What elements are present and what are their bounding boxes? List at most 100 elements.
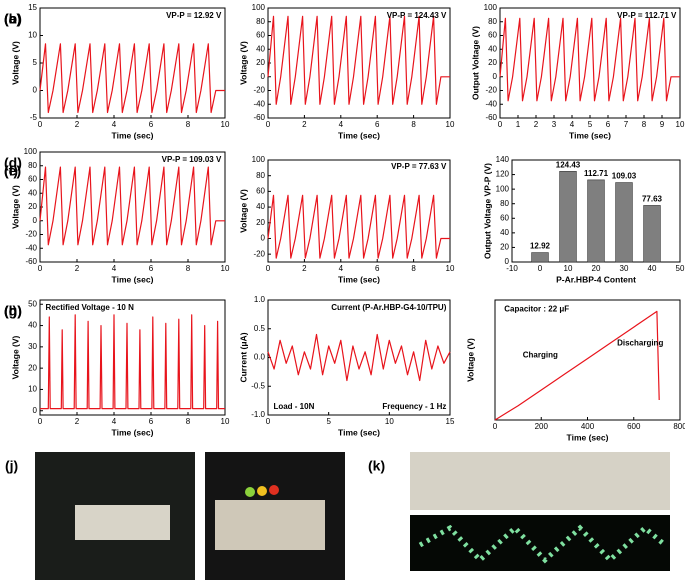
- data-line: [267, 333, 451, 382]
- data-line: [39, 43, 225, 114]
- y-tick-label: 40: [500, 228, 509, 237]
- x-tick-label: 1: [516, 120, 521, 129]
- x-tick-label: 10: [221, 264, 230, 273]
- y-tick-label: 80: [488, 17, 497, 26]
- y-tick-label: -60: [485, 113, 497, 122]
- x-tick-label: 0: [38, 120, 43, 129]
- y-axis-label: Output Voltage VP-P (V): [482, 163, 492, 259]
- panel: (g) 0 2 4 6 8 10 0 10 20 30 40 50 Time (sec) Voltage (…: [4, 299, 230, 437]
- x-tick-label: 40: [648, 264, 657, 273]
- x-tick-label: 10: [676, 120, 685, 129]
- y-tick-label: 100: [496, 184, 510, 193]
- y-tick-label: 80: [256, 171, 265, 180]
- value-label: 112.71: [584, 169, 609, 178]
- y-tick-label: 5: [33, 58, 38, 67]
- y-tick-label: 50: [28, 299, 37, 308]
- x-tick-label: 6: [149, 264, 154, 273]
- x-tick-label: 10: [446, 120, 455, 129]
- x-tick-label: 0: [493, 422, 498, 431]
- annotation: Load - 10N: [273, 402, 314, 411]
- y-tick-label: -40: [25, 243, 37, 252]
- x-tick-label: 400: [581, 422, 595, 431]
- x-tick-label: 8: [186, 264, 191, 273]
- x-tick-label: 6: [375, 264, 380, 273]
- x-tick-label: 8: [186, 417, 191, 426]
- bar: [643, 205, 661, 263]
- panel: (f)-10 0 10 20 30 40 50020406080100120140P-Ar.…: [4, 155, 685, 284]
- y-tick-label: 60: [500, 213, 509, 222]
- annotation: Current (P-Ar.HBP-G4-10/TPU): [331, 303, 446, 312]
- annotation: VP-P = 112.71 V: [617, 11, 677, 20]
- panel-label: (b): [4, 11, 22, 27]
- x-tick-label: 50: [676, 264, 685, 273]
- annotation: VP-P = 109.03 V: [162, 155, 222, 164]
- data-line: [494, 310, 660, 421]
- y-tick-label: 40: [256, 202, 265, 211]
- panel-label: (g): [4, 303, 22, 319]
- y-tick-label: 15: [28, 3, 37, 12]
- x-tick-label: 4: [570, 120, 575, 129]
- y-tick-label: 100: [484, 3, 498, 12]
- y-tick-label: 40: [28, 188, 37, 197]
- y-axis-label: Voltage (V): [238, 41, 248, 85]
- annotation: VP-P = 124.43 V: [387, 11, 447, 20]
- x-tick-label: 10: [221, 120, 230, 129]
- x-axis-label: Time (sec): [112, 274, 154, 284]
- y-tick-label: 20: [256, 218, 265, 227]
- y-tick-label: -40: [253, 99, 265, 108]
- annotation: Capacitor : 22 μF: [504, 305, 569, 314]
- plot-frame: [39, 299, 226, 416]
- x-tick-label: 20: [592, 264, 601, 273]
- breadboard: [410, 452, 670, 510]
- y-tick-label: -60: [253, 113, 265, 122]
- plot-frame: [267, 159, 451, 263]
- y-axis-label: Voltage (V): [465, 338, 475, 382]
- y-tick-label: 10: [28, 31, 37, 40]
- y-tick-label: 140: [496, 155, 510, 164]
- y-tick-label: -20: [253, 86, 265, 95]
- y-tick-label: 60: [488, 31, 497, 40]
- panel-label: (e): [4, 163, 21, 179]
- panel: (d) 0 2 4 6 8 10 -60 -40 -20 0 20 40 60 80 100 Time (sec…: [4, 147, 230, 284]
- x-tick-label: 2: [302, 120, 307, 129]
- breadboard: [75, 505, 170, 540]
- bar: [559, 171, 577, 263]
- x-tick-label: 0: [266, 120, 271, 129]
- x-tick-label: 5: [326, 417, 331, 426]
- panel-label: (h): [4, 303, 22, 319]
- x-tick-label: 30: [620, 264, 629, 273]
- x-tick-label: 4: [112, 120, 117, 129]
- y-tick-label: 0: [33, 406, 38, 415]
- y-tick-label: 10: [28, 385, 37, 394]
- panel-label: (d): [4, 155, 22, 171]
- annotation: Frequency - 1 Hz: [382, 402, 446, 411]
- y-tick-label: -20: [253, 249, 265, 258]
- y-tick-label: 80: [28, 161, 37, 170]
- x-tick-label: 4: [112, 417, 117, 426]
- led: [257, 486, 267, 496]
- x-tick-label: 8: [411, 120, 416, 129]
- x-axis-label: Time (sec): [569, 130, 611, 140]
- photo-j: (j): [5, 452, 345, 580]
- y-tick-label: -20: [485, 86, 497, 95]
- x-tick-label: 2: [75, 264, 80, 273]
- x-tick-label: 2: [75, 417, 80, 426]
- annotation: Rectified Voltage - 10 N: [46, 303, 135, 312]
- y-tick-label: 100: [252, 155, 266, 164]
- y-axis-label: Current (μA): [238, 332, 248, 382]
- value-label: 109.03: [612, 172, 637, 181]
- y-tick-label: 30: [28, 342, 37, 351]
- x-tick-label: 4: [112, 264, 117, 273]
- y-axis-label: Voltage (V): [10, 185, 20, 229]
- bar: [615, 182, 633, 263]
- y-tick-label: 60: [256, 31, 265, 40]
- led: [269, 485, 279, 495]
- x-tick-label: 2: [302, 264, 307, 273]
- x-tick-label: 8: [411, 264, 416, 273]
- y-tick-label: 80: [500, 199, 509, 208]
- plot-frame: [499, 7, 681, 119]
